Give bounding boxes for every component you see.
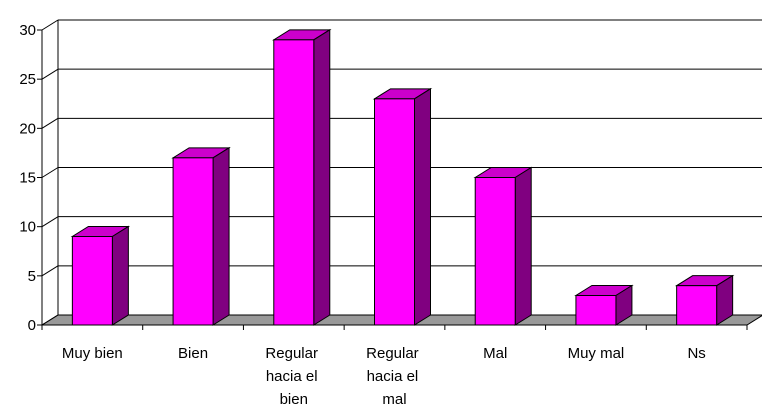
y-tick-label: 30 — [19, 22, 36, 39]
grid-line — [41, 216, 59, 228]
label-line: Ns — [687, 345, 705, 362]
bar — [273, 39, 315, 326]
bar — [374, 98, 415, 326]
label-line: Muy bien — [62, 345, 123, 362]
grid-line — [41, 167, 59, 178]
x-tick-label: Regular hacia el mal — [366, 345, 423, 408]
label-line: Regular — [265, 345, 322, 362]
label-line: mal — [382, 391, 406, 408]
y-tick-label: 25 — [19, 71, 36, 88]
bar — [575, 295, 617, 326]
x-tick-label: Regular hacia el bien — [265, 345, 322, 408]
label-line: Mal — [483, 345, 507, 362]
label-line: hacia el — [367, 368, 423, 385]
bar-side — [514, 166, 532, 326]
y-tick-label: 10 — [19, 219, 36, 236]
grid-line — [41, 314, 59, 326]
bar — [676, 285, 718, 326]
bar-side — [313, 28, 331, 326]
grid-line — [41, 117, 59, 129]
label-line: Muy mal — [568, 345, 625, 362]
label-line: hacia el — [266, 368, 322, 385]
x-tick-label: Muy bien — [62, 345, 123, 362]
bar-side — [212, 146, 230, 326]
x-tick-label: Bien — [178, 345, 208, 362]
y-tick-label: 5 — [28, 268, 36, 285]
label-line: bien — [280, 391, 308, 408]
x-tick-label: Mal — [483, 345, 507, 362]
bar-side — [414, 87, 431, 326]
y-tick-label: 15 — [19, 170, 36, 187]
bar — [172, 157, 214, 326]
bar — [474, 177, 516, 326]
bar-side — [111, 225, 129, 326]
x-tick-label: Ns — [687, 345, 705, 362]
grid-line — [41, 19, 59, 31]
grid-line — [41, 265, 59, 277]
bar — [71, 236, 113, 326]
label-line: Bien — [178, 345, 208, 362]
y-tick-label: 20 — [19, 120, 36, 137]
grid-line — [41, 68, 59, 80]
x-tick-label: Muy mal — [568, 345, 625, 362]
y-tick-label: 0 — [28, 317, 36, 334]
label-line: Regular — [366, 345, 423, 362]
